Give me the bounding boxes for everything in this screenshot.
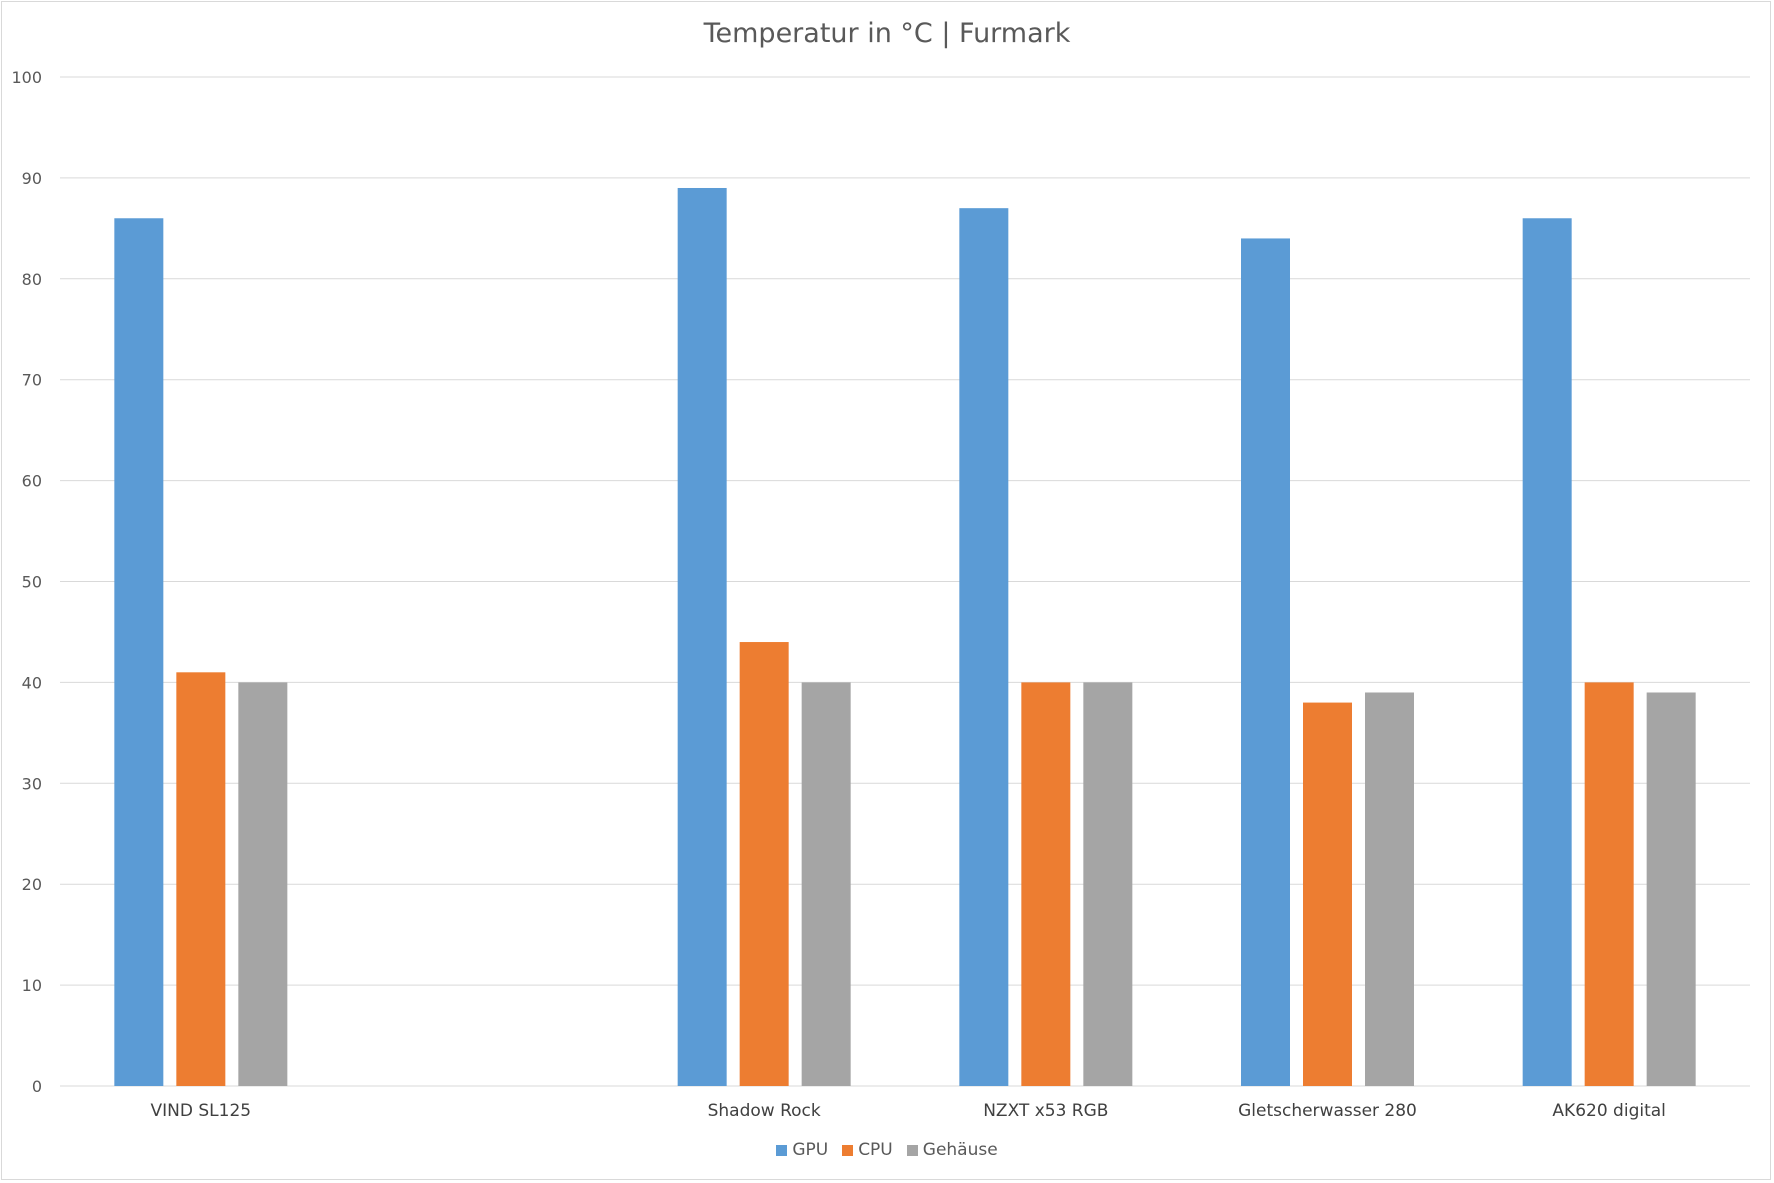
y-tick-label: 0 — [32, 1077, 42, 1096]
legend-swatch — [906, 1144, 918, 1156]
legend-item: CPU — [842, 1140, 893, 1160]
gridlines — [60, 76, 1750, 1087]
x-category-label: NZXT x53 RGB — [983, 1101, 1108, 1121]
legend-item: Gehäuse — [906, 1140, 998, 1160]
y-tick-label: 10 — [22, 976, 42, 995]
legend-item: GPU — [776, 1140, 828, 1160]
bar-geh-use-2 — [1083, 682, 1133, 1086]
y-tick-label: 60 — [22, 472, 42, 491]
bar-gpu-4 — [1522, 218, 1572, 1086]
x-category-label: Shadow Rock — [708, 1101, 821, 1121]
y-tick-label: 40 — [22, 673, 42, 692]
y-tick-label: 100 — [11, 68, 42, 87]
bar-cpu-1 — [739, 642, 789, 1086]
legend-swatch — [776, 1144, 788, 1156]
x-category-label: Gletscherwasser 280 — [1238, 1101, 1417, 1121]
bar-cpu-4 — [1584, 682, 1634, 1086]
bar-gpu-2 — [959, 208, 1009, 1087]
y-tick-label: 30 — [22, 774, 42, 793]
bar-gpu-0 — [114, 218, 164, 1086]
y-tick-label: 90 — [22, 169, 42, 188]
y-tick-label: 80 — [22, 270, 42, 289]
y-tick-label: 50 — [22, 573, 42, 592]
bar-cpu-2 — [1021, 682, 1071, 1086]
x-category-label: VIND SL125 — [151, 1101, 252, 1121]
bar-gpu-3 — [1241, 238, 1290, 1086]
bar-geh-use-3 — [1365, 692, 1414, 1086]
bar-cpu-3 — [1303, 702, 1352, 1086]
legend-label: CPU — [858, 1140, 893, 1160]
legend-swatch — [842, 1144, 854, 1156]
bar-cpu-0 — [176, 672, 226, 1086]
chart-title: Temperatur in °C | Furmark — [703, 18, 1071, 49]
legend-label: Gehäuse — [922, 1140, 998, 1160]
y-tick-label: 20 — [22, 875, 42, 894]
legend-label: GPU — [792, 1140, 829, 1160]
axis-labels: 0 10 20 30 40 50 60 70 80 90 100 VIND SL125 Shadow R… — [11, 68, 1665, 1121]
bars — [114, 187, 1696, 1087]
bar-geh-use-4 — [1646, 692, 1696, 1086]
y-tick-label: 70 — [22, 371, 42, 390]
bar-gpu-1 — [677, 187, 727, 1087]
x-category-label: AK620 digital — [1552, 1101, 1665, 1121]
bar-geh-use-0 — [238, 682, 288, 1086]
legend: GPU CPU Gehäuse — [0, 1140, 1774, 1160]
bar-geh-use-1 — [801, 682, 851, 1086]
